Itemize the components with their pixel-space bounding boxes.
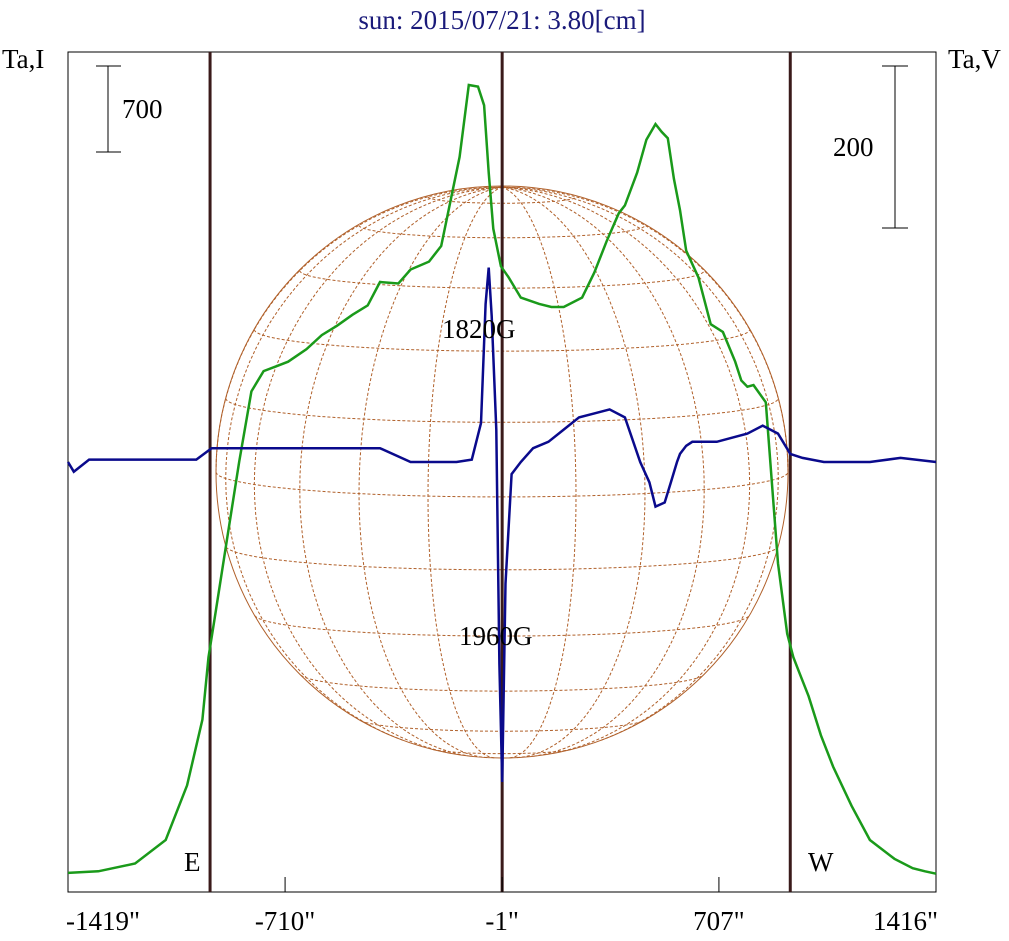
x-tick-label: -1419"	[66, 906, 140, 936]
parallel-line	[432, 749, 572, 755]
scale-bar-left-label: 700	[122, 94, 163, 124]
annotation-1820g: 1820G	[442, 314, 516, 344]
x-tick-label: 707"	[693, 906, 745, 936]
y-axis-label-left: Ta,I	[2, 44, 44, 74]
meridian-line	[427, 186, 503, 759]
meridian-line	[501, 186, 646, 759]
x-tick-label: 1416"	[873, 906, 938, 936]
chart-title: sun: 2015/07/21: 3.80[cm]	[358, 5, 645, 35]
limb-lines	[208, 52, 792, 892]
x-tick-label: -1"	[485, 906, 519, 936]
parallel-line	[427, 196, 577, 204]
meridian-line	[501, 186, 779, 741]
parallel-line	[299, 270, 705, 289]
x-axis-ticks: -1419" -710" -1" 707" 1416"	[66, 877, 938, 936]
scale-bar-right: 200	[833, 65, 908, 229]
meridian-line	[358, 186, 503, 759]
annotation-1960g: 1960G	[459, 621, 533, 651]
meridian-line	[501, 186, 577, 759]
y-axis-label-right: Ta,V	[948, 44, 1001, 74]
meridian-line	[501, 186, 705, 757]
meridian-line	[299, 186, 503, 757]
series-line-polarization	[66, 267, 937, 783]
parallel-line	[225, 398, 779, 423]
meridian-line	[253, 186, 503, 754]
limb-label-east: E	[184, 847, 201, 877]
limb-label-west: W	[808, 847, 834, 877]
x-tick-label: -710"	[255, 906, 316, 936]
scale-bar-right-label: 200	[833, 132, 874, 162]
parallel-line	[358, 225, 646, 239]
meridian-line	[225, 186, 503, 741]
scale-bar-left: 700	[96, 65, 163, 153]
parallel-line	[215, 471, 789, 498]
meridian-line	[501, 186, 751, 754]
series-line-intensity	[67, 83, 937, 875]
